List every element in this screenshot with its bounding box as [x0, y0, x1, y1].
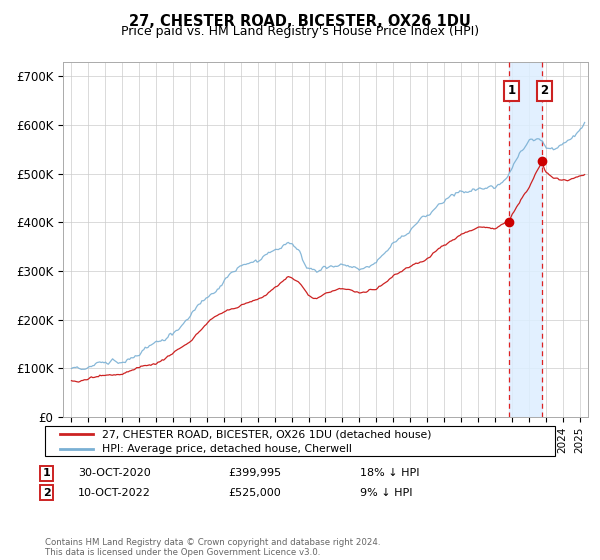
Text: 9% ↓ HPI: 9% ↓ HPI: [360, 488, 413, 498]
Text: 2: 2: [541, 85, 548, 97]
Text: HPI: Average price, detached house, Cherwell: HPI: Average price, detached house, Cher…: [102, 444, 352, 454]
Text: 1: 1: [508, 85, 515, 97]
Bar: [509, 62, 542, 417]
Text: 18% ↓ HPI: 18% ↓ HPI: [360, 468, 419, 478]
Text: 30-OCT-2020: 30-OCT-2020: [78, 468, 151, 478]
Text: 27, CHESTER ROAD, BICESTER, OX26 1DU: 27, CHESTER ROAD, BICESTER, OX26 1DU: [129, 14, 471, 29]
Text: 10-OCT-2022: 10-OCT-2022: [78, 488, 151, 498]
Text: Contains HM Land Registry data © Crown copyright and database right 2024.
This d: Contains HM Land Registry data © Crown c…: [45, 538, 380, 557]
Text: £525,000: £525,000: [228, 488, 281, 498]
Text: Price paid vs. HM Land Registry's House Price Index (HPI): Price paid vs. HM Land Registry's House …: [121, 25, 479, 38]
Text: £399,995: £399,995: [228, 468, 281, 478]
Text: 1: 1: [43, 468, 50, 478]
Text: 2: 2: [43, 488, 50, 498]
Text: 27, CHESTER ROAD, BICESTER, OX26 1DU (detached house): 27, CHESTER ROAD, BICESTER, OX26 1DU (de…: [102, 429, 431, 439]
